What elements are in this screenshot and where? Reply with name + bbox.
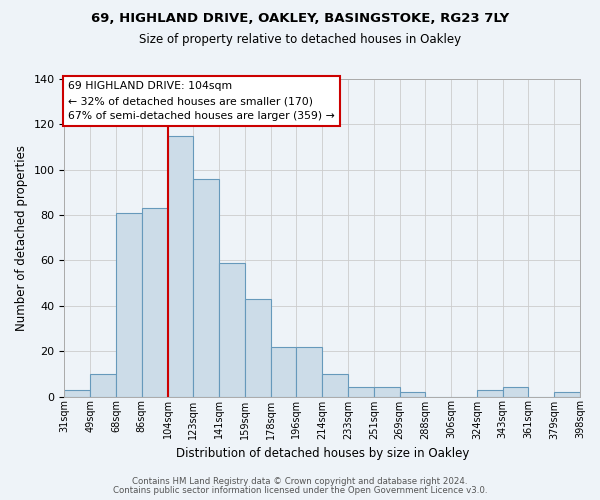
Bar bbox=[64, 390, 90, 396]
Bar bbox=[322, 374, 348, 396]
Bar bbox=[271, 346, 296, 397]
X-axis label: Distribution of detached houses by size in Oakley: Distribution of detached houses by size … bbox=[176, 447, 469, 460]
Bar bbox=[503, 388, 529, 396]
Text: Size of property relative to detached houses in Oakley: Size of property relative to detached ho… bbox=[139, 32, 461, 46]
Bar bbox=[167, 136, 193, 396]
Bar bbox=[477, 390, 503, 396]
Text: 69 HIGHLAND DRIVE: 104sqm
← 32% of detached houses are smaller (170)
67% of semi: 69 HIGHLAND DRIVE: 104sqm ← 32% of detac… bbox=[68, 82, 335, 121]
Bar bbox=[116, 213, 142, 396]
Bar bbox=[374, 388, 400, 396]
Bar bbox=[400, 392, 425, 396]
Y-axis label: Number of detached properties: Number of detached properties bbox=[15, 145, 28, 331]
Text: Contains public sector information licensed under the Open Government Licence v3: Contains public sector information licen… bbox=[113, 486, 487, 495]
Text: 69, HIGHLAND DRIVE, OAKLEY, BASINGSTOKE, RG23 7LY: 69, HIGHLAND DRIVE, OAKLEY, BASINGSTOKE,… bbox=[91, 12, 509, 26]
Bar bbox=[142, 208, 167, 396]
Text: Contains HM Land Registry data © Crown copyright and database right 2024.: Contains HM Land Registry data © Crown c… bbox=[132, 477, 468, 486]
Bar bbox=[245, 299, 271, 396]
Bar bbox=[219, 262, 245, 396]
Bar bbox=[554, 392, 580, 396]
Bar bbox=[296, 346, 322, 397]
Bar bbox=[348, 388, 374, 396]
Bar bbox=[90, 374, 116, 396]
Bar bbox=[193, 179, 219, 396]
